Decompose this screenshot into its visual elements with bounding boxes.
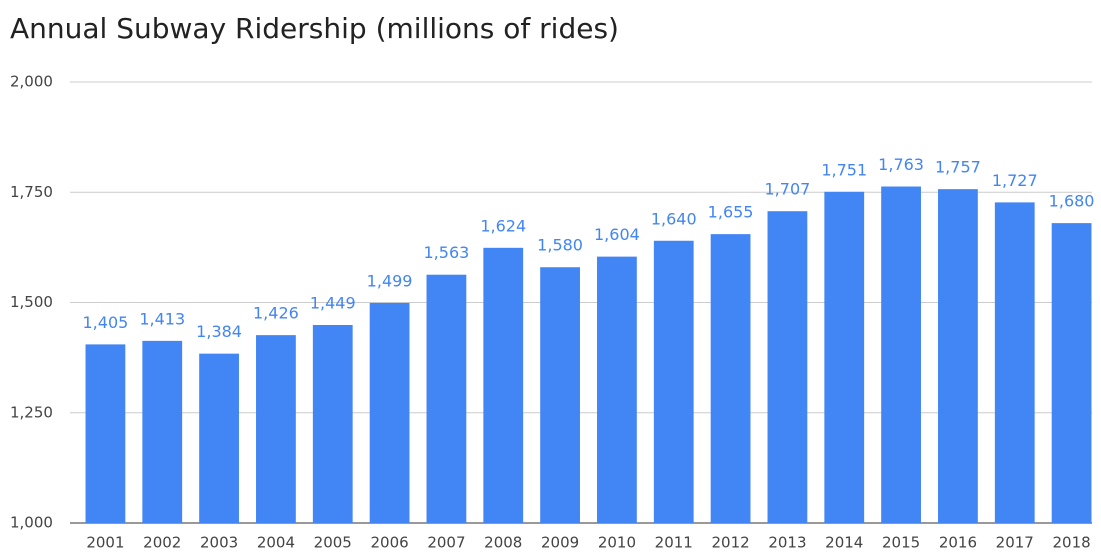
bar xyxy=(710,234,751,523)
bar xyxy=(994,202,1035,523)
x-tick-label: 2010 xyxy=(598,534,636,552)
value-label: 1,499 xyxy=(367,271,413,290)
value-label: 1,426 xyxy=(253,304,299,323)
bar xyxy=(369,302,410,523)
x-tick-label: 2011 xyxy=(655,534,693,552)
x-tick-label: 2014 xyxy=(825,534,863,552)
bar xyxy=(653,240,694,523)
bar xyxy=(199,353,239,523)
y-tick-label: 2,000 xyxy=(10,73,53,91)
value-label: 1,580 xyxy=(537,236,583,255)
chart-title: Annual Subway Ridership (millions of rid… xyxy=(10,12,619,45)
x-tick-label: 2016 xyxy=(939,534,977,552)
bar xyxy=(1051,223,1092,523)
x-tick-label: 2017 xyxy=(996,534,1034,552)
value-label: 1,624 xyxy=(480,216,526,235)
value-label: 1,640 xyxy=(651,209,697,228)
value-label: 1,680 xyxy=(1049,192,1095,211)
value-label: 1,604 xyxy=(594,225,640,244)
x-tick-label: 2018 xyxy=(1052,534,1090,552)
bar xyxy=(824,191,865,523)
x-tick-label: 2005 xyxy=(314,534,352,552)
value-label: 1,751 xyxy=(821,160,867,179)
value-label: 1,655 xyxy=(708,203,754,222)
bar xyxy=(540,267,580,523)
value-label: 1,763 xyxy=(878,155,924,174)
x-tick-label: 2008 xyxy=(484,534,522,552)
value-label: 1,707 xyxy=(765,180,811,199)
bar xyxy=(938,189,978,523)
x-tick-label: 2004 xyxy=(257,534,295,552)
x-tick-label: 2006 xyxy=(370,534,408,552)
x-tick-label: 2013 xyxy=(768,534,806,552)
value-label: 1,384 xyxy=(196,322,242,341)
y-tick-label: 1,250 xyxy=(10,403,53,421)
x-tick-label: 2002 xyxy=(143,534,181,552)
value-label: 1,413 xyxy=(139,309,185,328)
x-tick-label: 2015 xyxy=(882,534,920,552)
x-tick-label: 2012 xyxy=(711,534,749,552)
bar xyxy=(256,335,296,523)
bar xyxy=(597,256,637,523)
x-tick-label: 2001 xyxy=(86,534,124,552)
bar xyxy=(881,186,921,523)
y-tick-label: 1,500 xyxy=(10,293,53,311)
y-tick-label: 1,750 xyxy=(10,183,53,201)
bar xyxy=(312,324,353,523)
bar xyxy=(767,211,808,523)
y-tick-label: 1,000 xyxy=(10,514,53,532)
bar xyxy=(483,247,524,524)
value-label: 1,405 xyxy=(83,313,129,332)
value-label: 1,563 xyxy=(424,243,470,262)
value-label: 1,727 xyxy=(992,171,1038,190)
bar xyxy=(426,274,467,523)
x-tick-label: 2003 xyxy=(200,534,238,552)
bar xyxy=(142,340,183,523)
value-label: 1,449 xyxy=(310,293,356,312)
x-tick-label: 2007 xyxy=(427,534,465,552)
x-tick-label: 2009 xyxy=(541,534,579,552)
value-label: 1,757 xyxy=(935,158,981,177)
bar xyxy=(85,344,126,523)
